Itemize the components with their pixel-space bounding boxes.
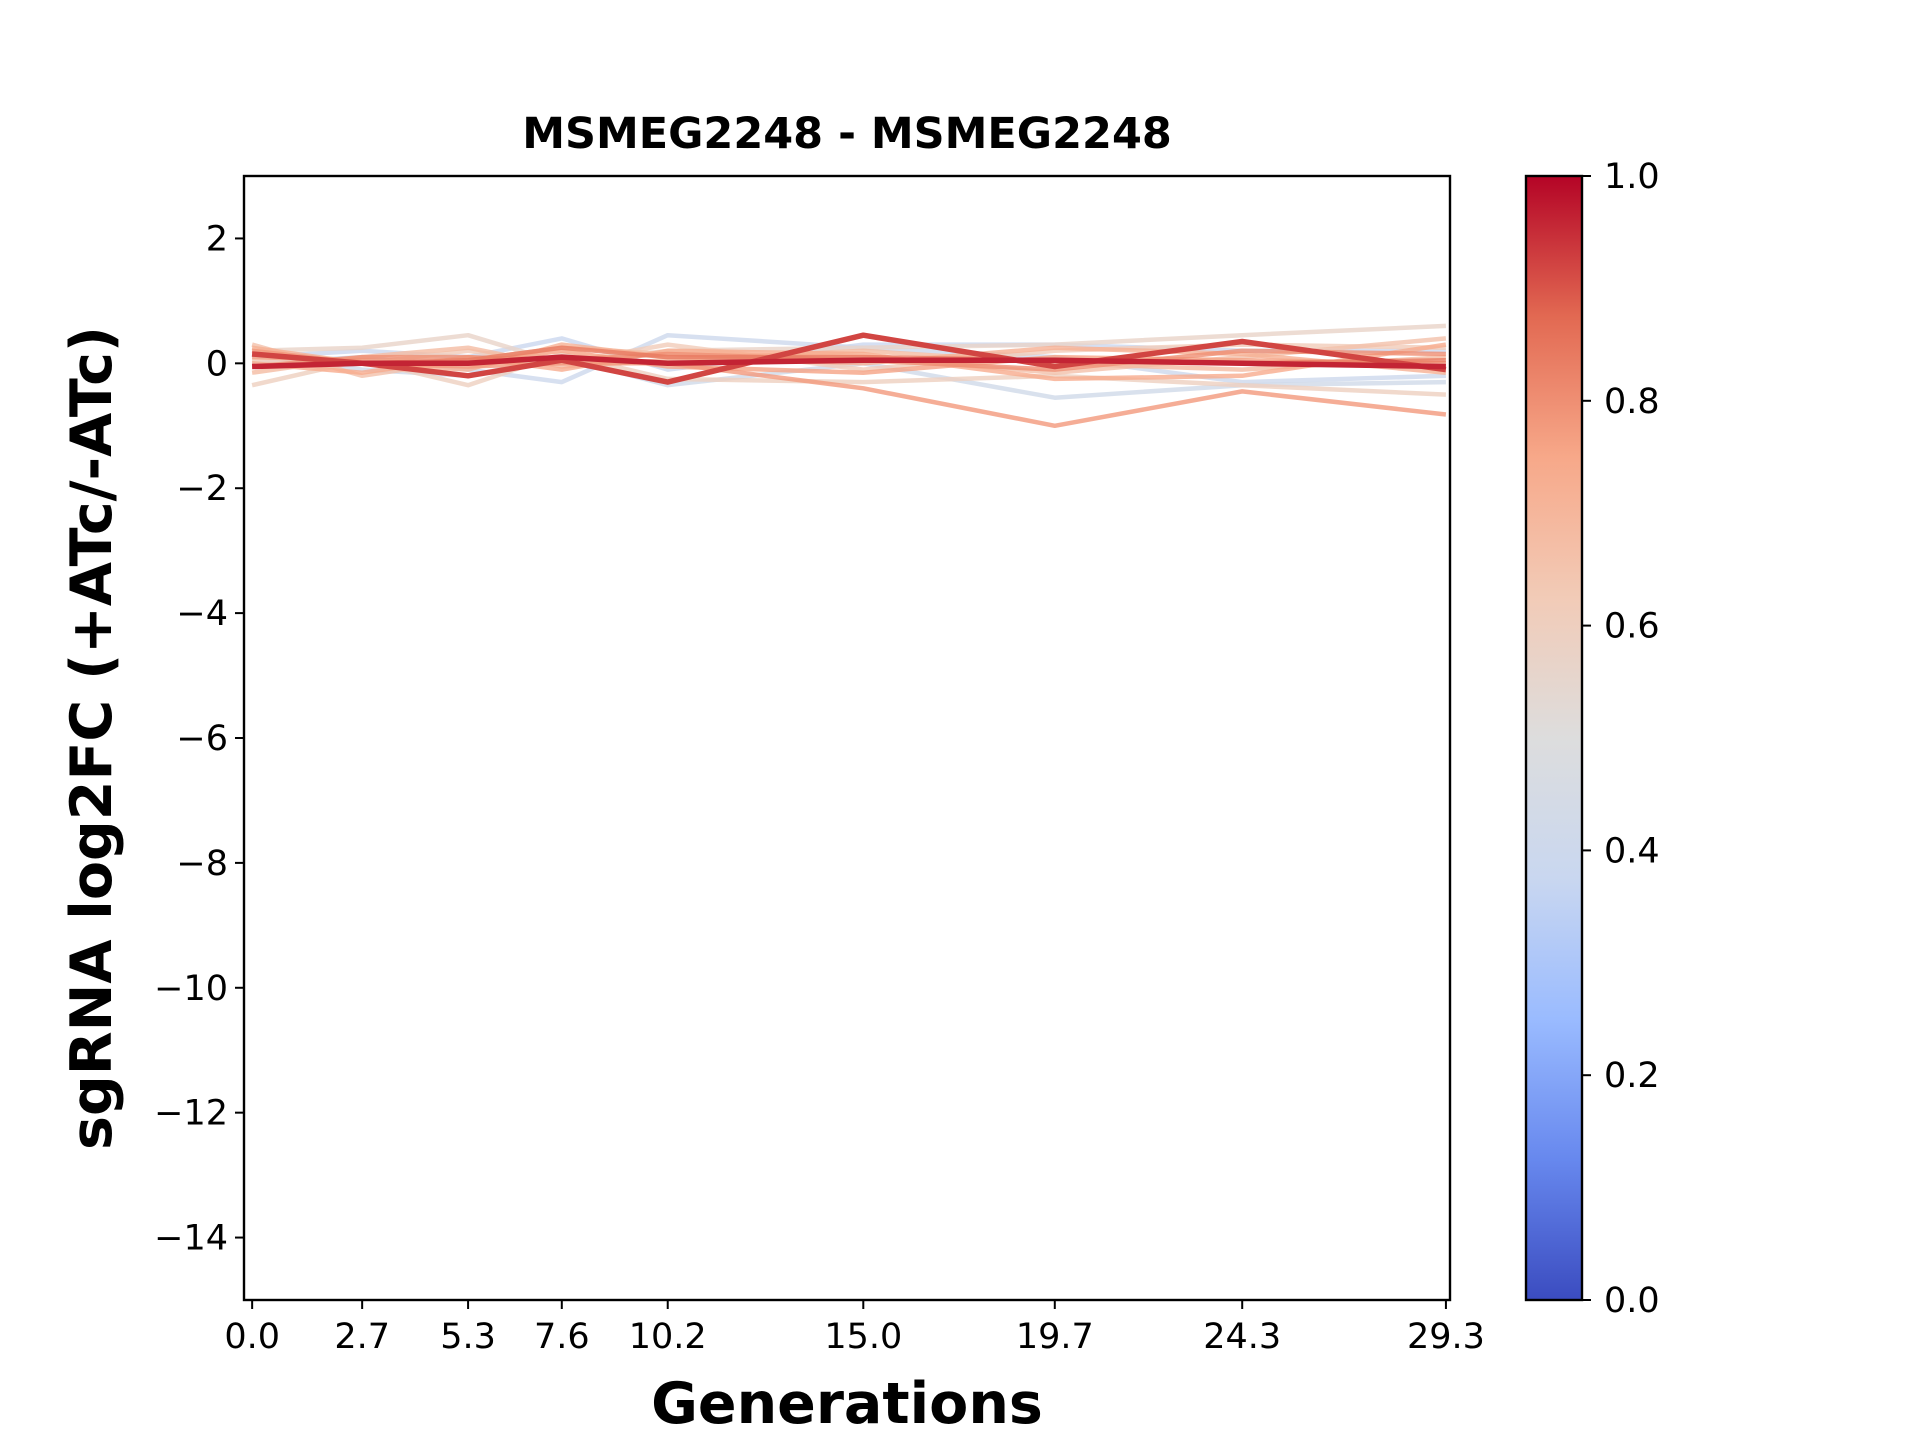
colorbar-tick-label: 1.0 xyxy=(1604,157,1660,197)
series-line xyxy=(251,332,1447,385)
x-axis-title: Generations xyxy=(651,1371,1043,1437)
y-tick-label: −10 xyxy=(154,969,228,1009)
colorbar-tick-label: 0.2 xyxy=(1604,1056,1660,1096)
colorbar xyxy=(1524,174,1584,1302)
y-tick-label: 2 xyxy=(206,219,228,259)
series-line xyxy=(252,354,1446,370)
x-tick-label: 19.7 xyxy=(1016,1317,1094,1357)
x-tick-label: 24.3 xyxy=(1203,1317,1281,1357)
x-tick-label: 10.2 xyxy=(629,1317,707,1357)
y-tick-label: −4 xyxy=(176,594,228,634)
x-tick-label: 7.6 xyxy=(534,1317,590,1357)
colorbar-tick-label: 0.4 xyxy=(1604,831,1660,871)
colorbar-axis: 0.0 0.2 0.4 0.6 0.8 1.0 xyxy=(1582,157,1660,1321)
x-tick-label: 2.7 xyxy=(334,1317,390,1357)
y-tick-label: −8 xyxy=(176,844,228,884)
y-tick-label: −14 xyxy=(154,1219,228,1259)
series-layer xyxy=(251,323,1447,429)
chart-title: MSMEG2248 - MSMEG2248 xyxy=(522,109,1172,159)
y-tick-label: 0 xyxy=(206,344,228,384)
x-tick-label: 15.0 xyxy=(824,1317,902,1357)
series-line xyxy=(251,345,1447,375)
x-tick-label: 29.3 xyxy=(1407,1317,1485,1357)
series-line xyxy=(251,348,1446,372)
y-tick-label: −12 xyxy=(154,1094,228,1134)
x-axis: 0.0 2.7 5.3 7.6 10.2 15.0 19.7 24.3 29.3 xyxy=(224,1300,1485,1357)
x-tick-label: 5.3 xyxy=(440,1317,496,1357)
colorbar-tick-label: 0.8 xyxy=(1604,382,1660,422)
y-axis: 2 0 −2 −4 −6 −8 −10 −12 −14 xyxy=(154,219,244,1259)
y-tick-label: −6 xyxy=(176,719,228,759)
x-tick-label: 0.0 xyxy=(224,1317,280,1357)
colorbar-tick-label: 0.0 xyxy=(1604,1281,1660,1321)
y-axis-title: sgRNA log2FC (+ATc/-ATc) xyxy=(59,326,125,1150)
y-tick-label: −2 xyxy=(176,469,228,509)
colorbar-tick-label: 0.6 xyxy=(1604,607,1660,647)
